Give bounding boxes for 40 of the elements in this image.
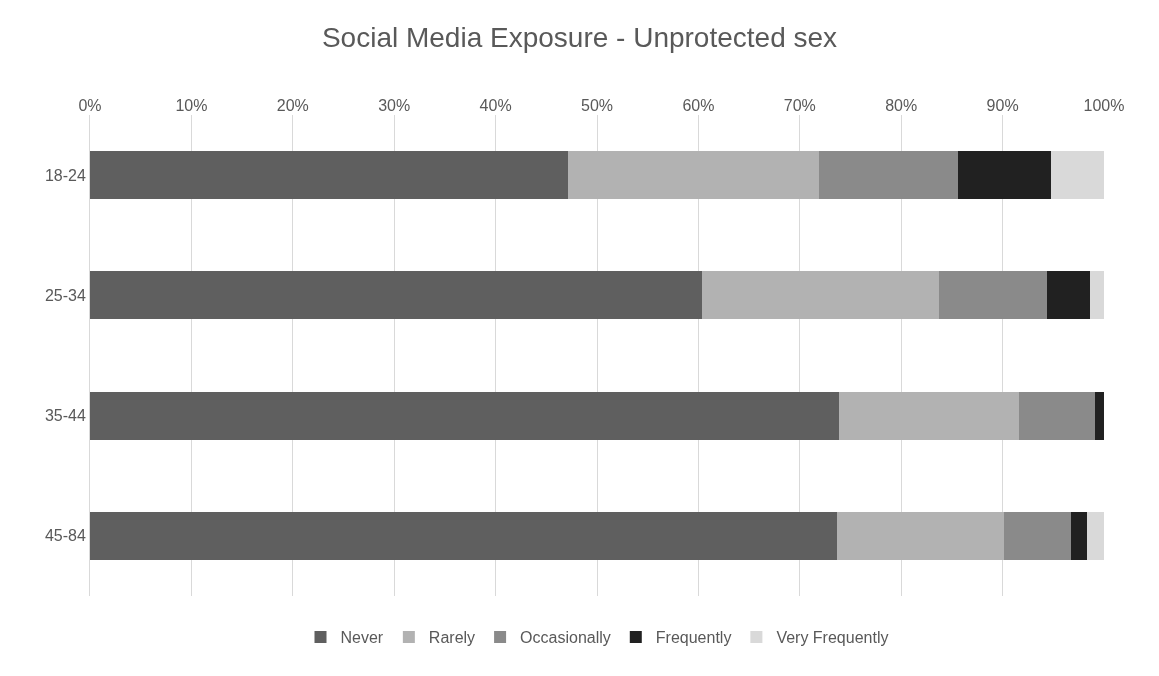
y-tick-label: 25-34 [44, 286, 86, 304]
bar [819, 151, 958, 200]
bar [1003, 511, 1071, 560]
legend-label: Never [340, 629, 384, 647]
bar [1086, 511, 1104, 560]
x-tick-label: 100% [1083, 96, 1125, 114]
x-tick-label: 70% [783, 96, 816, 114]
bar [90, 511, 838, 560]
x-tick-label: 90% [986, 96, 1019, 114]
y-tick-label: 18-24 [44, 166, 86, 184]
bar [1018, 391, 1095, 440]
x-tick-label: 10% [175, 96, 208, 114]
bar [90, 151, 568, 200]
bar [567, 151, 820, 200]
legend-label: Frequently [655, 629, 732, 647]
bar [702, 271, 939, 320]
y-tick-label: 45-84 [44, 527, 86, 545]
bar [90, 391, 840, 440]
bar [1094, 391, 1104, 440]
y-tick-label: 35-44 [44, 407, 86, 425]
x-tick-label: 60% [682, 96, 715, 114]
x-tick-label: 40% [479, 96, 512, 114]
bar [938, 271, 1048, 320]
bar [839, 391, 1019, 440]
x-tick-label: 20% [276, 96, 309, 114]
legend-label: Occasionally [520, 629, 611, 647]
bar [837, 511, 1004, 560]
legend-label: Rarely [428, 629, 476, 647]
bar [1089, 271, 1104, 320]
x-tick-label: 0% [78, 96, 102, 114]
bar [90, 271, 703, 320]
bar [1070, 511, 1087, 560]
bar [1047, 271, 1090, 320]
bar [1051, 151, 1104, 200]
bar [957, 151, 1052, 200]
legend-label: Very Frequently [776, 629, 889, 647]
x-tick-label: 80% [885, 96, 918, 114]
x-tick-label: 30% [378, 96, 411, 114]
x-tick-label: 50% [580, 96, 614, 114]
chart-title: Social Media Exposure - Unprotected sex [321, 21, 838, 53]
